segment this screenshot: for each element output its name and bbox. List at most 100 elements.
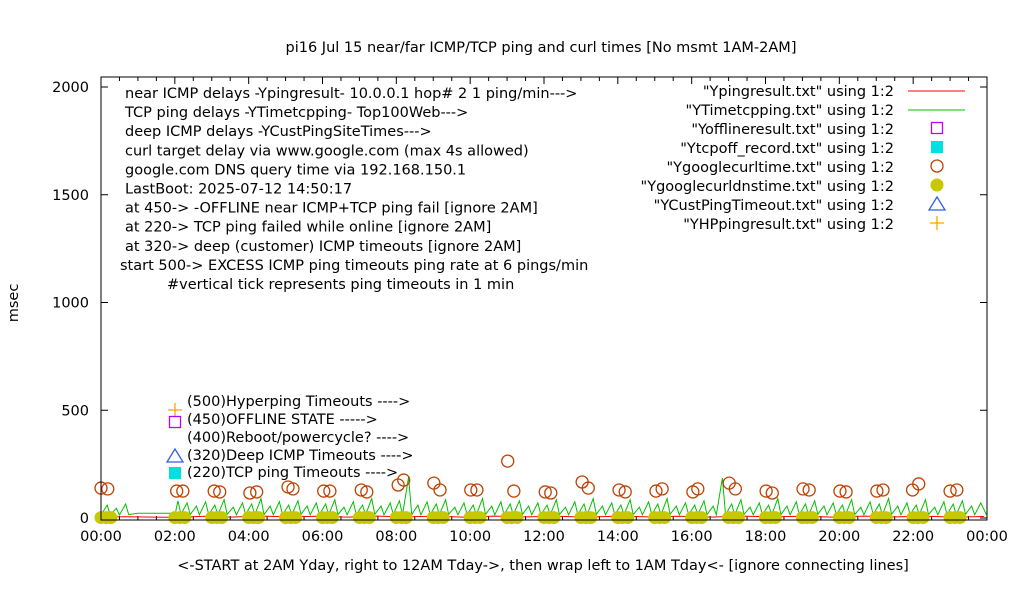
x-tick-label: 16:00 [671,529,713,545]
plot-series [94,454,987,525]
data-point [805,511,819,525]
note-text: at 220-> TCP ping failed while online [i… [125,220,491,236]
data-point [323,484,337,498]
data-point [250,485,264,499]
level-label: (450)OFFLINE STATE -----> [187,412,378,428]
data-point [876,483,890,497]
data-point [728,482,743,496]
data-point [464,483,478,497]
y-tick-label: 0 [80,511,89,527]
y-tick-label: 2000 [52,80,89,96]
level-label: (400)Reboot/powercycle? ----> [187,430,409,446]
note-text: TCP ping delays -YTimetcpping- Top100Web… [124,105,468,121]
x-tick-label: 04:00 [228,529,270,545]
data-point [176,484,190,498]
data-point [538,485,552,499]
note-text: #vertical tick represents ping timeouts … [167,277,514,293]
data-point [796,482,810,496]
level-marker [168,415,182,429]
data-point [178,511,192,525]
legend-marker-swatch [930,178,944,192]
data-point [354,483,368,497]
data-point [170,484,184,498]
data-point [397,473,411,487]
data-point [870,484,884,498]
data-point [584,511,598,525]
x-tick-label: 12:00 [523,529,565,545]
legend-entry-label: "Ygooglecurltime.txt" using 1:2 [667,160,895,176]
data-point [510,511,524,525]
data-point [950,483,964,497]
data-point [953,511,967,525]
data-point [658,511,672,525]
data-point [286,482,300,496]
x-tick-label: 02:00 [154,529,196,545]
x-axis-label: <-START at 2AM Yday, right to 12AM Tday-… [177,558,909,574]
axis-ticks: 0 500 1000 1500 2000 00:00 02:00 04:00 06:00 08:0… [52,77,1008,545]
legend: "Ypingresult.txt" using 1:2 "YTimetcpping… [641,84,965,233]
x-tick-label: 06:00 [302,529,344,545]
data-point [695,511,709,525]
data-point [104,511,118,525]
data-point [207,484,221,498]
data-point [473,511,487,525]
legend-entry-label: "Ytcpoff_record.txt" using 1:2 [680,141,894,157]
level-label: (500)Hyperping Timeouts ----> [187,394,410,410]
data-point [916,511,930,525]
data-point [288,511,302,525]
data-point [317,484,331,498]
data-point [243,486,257,500]
x-tick-label: 00:00 [80,529,122,545]
level-marker [169,467,181,479]
data-point [943,484,957,498]
legend-marker-swatch [927,195,947,211]
x-tick-label: 22:00 [892,529,934,545]
legend-entry-label: "YCustPingTimeout.txt" using 1:2 [654,198,894,214]
data-point [215,511,229,525]
data-point [470,483,484,497]
data-point [547,511,561,525]
data-point [252,511,266,525]
note-text: curl target delay via www.google.com (ma… [125,143,529,159]
data-point [912,477,926,491]
y-tick-label: 500 [61,403,89,419]
note-text: at 320-> deep (customer) ICMP timeouts [… [125,239,521,255]
level-label: (320)Deep ICMP Timeouts ----> [187,448,414,464]
legend-marker-swatch [931,141,943,153]
data-point [360,485,374,499]
legend-marker-swatch [930,216,944,230]
data-point [101,482,115,496]
legend-entry-label: "YHPpingresult.txt" using 1:2 [683,217,894,233]
data-point [501,454,515,468]
x-tick-label: 00:00 [966,529,1008,545]
level-marker [168,403,182,417]
data-point [802,483,816,497]
data-point [839,485,853,499]
note-text: near ICMP delays -Ypingresult- 10.0.0.1 … [125,86,577,102]
series-line-1 [100,477,987,517]
data-point [765,486,779,500]
data-point [691,482,705,496]
data-point [768,511,782,525]
data-point [581,481,595,495]
data-point [612,483,626,497]
legend-entry-label: "Yofflineresult.txt" using 1:2 [691,122,894,138]
legend-marker-swatch [930,121,944,135]
data-point [325,511,339,525]
data-point [649,484,663,498]
data-point [621,511,635,525]
x-tick-label: 14:00 [597,529,639,545]
data-point [833,484,847,498]
level-marker [165,447,185,463]
note-text: deep ICMP delays -YCustPingSiteTimes---> [125,124,432,140]
note-text: LastBoot: 2025-07-12 14:50:17 [125,182,352,198]
data-point [507,484,521,498]
data-point [655,482,669,496]
legend-entry-label: "Ygooglecurldnstime.txt" using 1:2 [641,179,894,195]
note-text: start 500-> EXCESS ICMP ping timeouts pi… [120,258,588,274]
data-point [759,484,773,498]
note-text: at 450-> -OFFLINE near ICMP+TCP ping fai… [125,201,538,217]
chart-title: pi16 Jul 15 near/far ICMP/TCP ping and c… [286,40,797,56]
data-point [879,511,893,525]
